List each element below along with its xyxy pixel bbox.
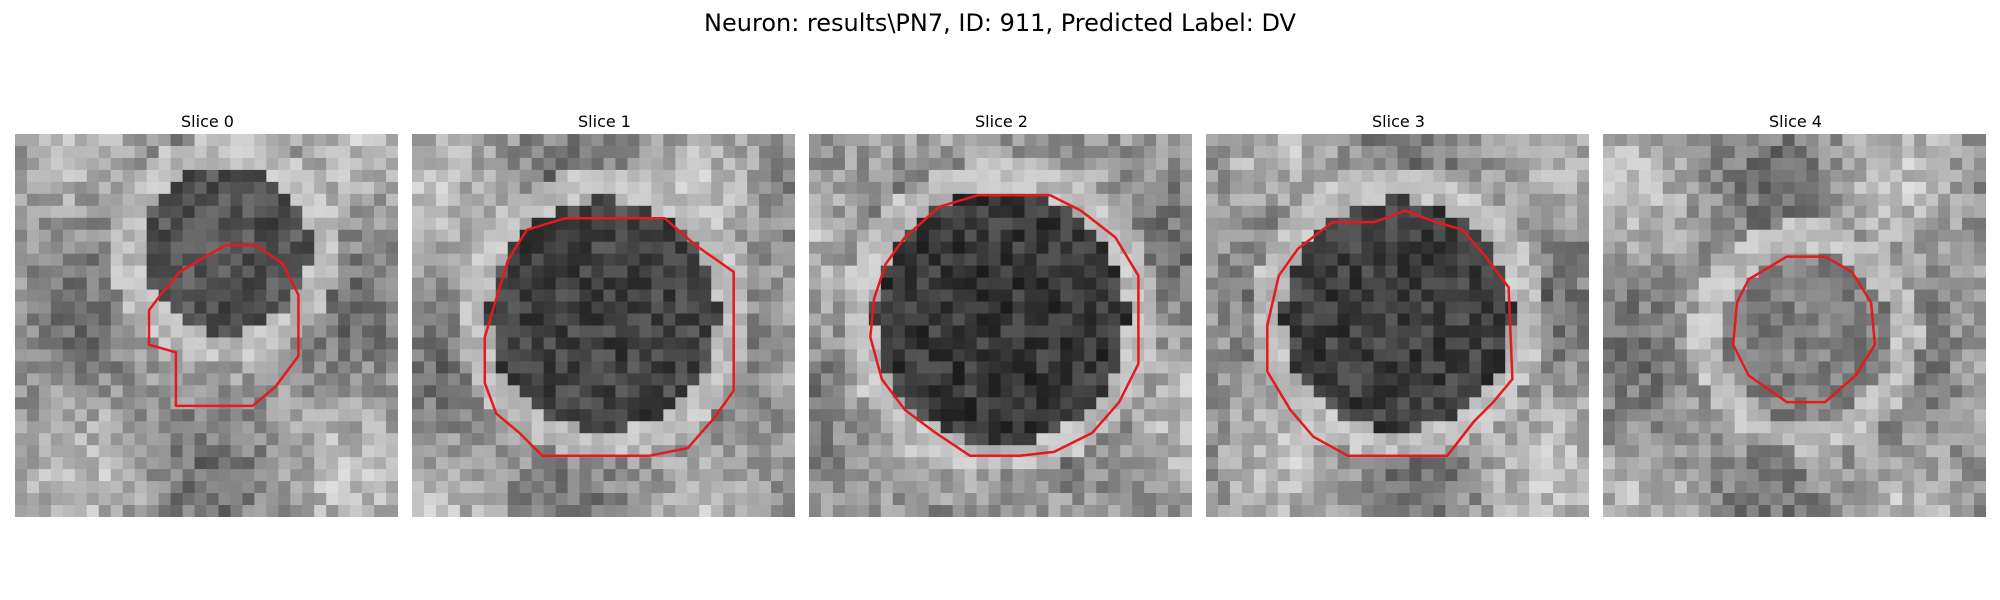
slice-2-svg (809, 134, 1192, 517)
pixel-texture (809, 134, 1192, 517)
slice-title: Slice 0 (181, 112, 234, 131)
neuron-contour (1266, 209, 1514, 457)
pixel-texture (412, 134, 795, 517)
slice-image (15, 134, 398, 517)
slice-panel-4: Slice 4 (1603, 110, 1988, 517)
slice-image (809, 134, 1192, 517)
slice-title: Slice 1 (578, 112, 631, 131)
neuron-contour (1731, 255, 1877, 404)
slice-panel-3: Slice 3 (1206, 110, 1591, 517)
pixel-texture (15, 134, 398, 517)
slice-3-svg (1206, 134, 1589, 517)
neuron-contour (483, 217, 735, 457)
slice-panel-0: Slice 0 (15, 110, 400, 517)
slice-panel-2: Slice 2 (809, 110, 1194, 517)
slice-image (1206, 134, 1589, 517)
slice-0-svg (15, 134, 398, 517)
slice-title: Slice 4 (1769, 112, 1822, 131)
slice-1-svg (412, 134, 795, 517)
pixel-texture (1206, 134, 1589, 517)
figure-title: Neuron: results\PN7, ID: 911, Predicted … (704, 9, 1296, 37)
slice-image (1603, 134, 1986, 517)
pixel-texture (1603, 134, 1986, 517)
slice-image (412, 134, 795, 517)
slice-4-svg (1603, 134, 1986, 517)
neuron-contour (869, 194, 1140, 457)
slice-panel-1: Slice 1 (412, 110, 797, 517)
slice-title: Slice 2 (975, 112, 1028, 131)
slice-title: Slice 3 (1372, 112, 1425, 131)
neuron-contour (147, 243, 300, 408)
